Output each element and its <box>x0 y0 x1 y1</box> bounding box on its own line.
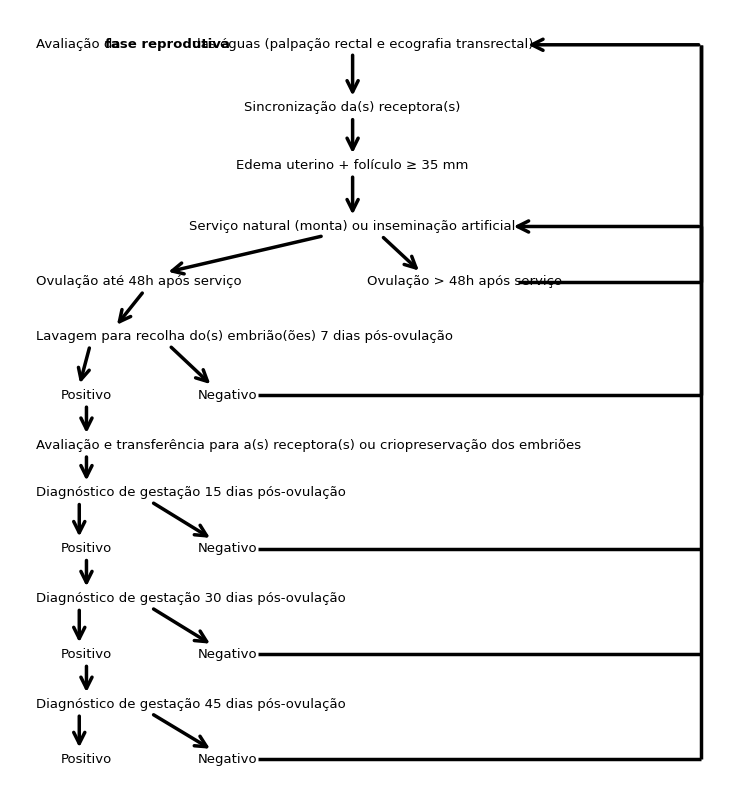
Text: Edema uterino + folículo ≥ 35 mm: Edema uterino + folículo ≥ 35 mm <box>236 159 469 172</box>
Text: fase reprodutiva: fase reprodutiva <box>105 38 230 51</box>
Text: Serviço natural (monta) ou inseminação artificial: Serviço natural (monta) ou inseminação a… <box>189 220 516 233</box>
Text: Avaliação da: Avaliação da <box>36 38 125 51</box>
Text: Positivo: Positivo <box>61 542 112 555</box>
Text: Ovulação > 48h após serviço: Ovulação > 48h após serviço <box>367 275 562 288</box>
Text: Negativo: Negativo <box>198 648 258 661</box>
Text: Positivo: Positivo <box>61 389 112 401</box>
Text: Positivo: Positivo <box>61 753 112 766</box>
Text: Positivo: Positivo <box>61 648 112 661</box>
Text: Diagnóstico de gestação 30 dias pós-ovulação: Diagnóstico de gestação 30 dias pós-ovul… <box>36 592 346 605</box>
Text: Avaliação e transferência para a(s) receptora(s) ou criopreservação dos embriões: Avaliação e transferência para a(s) rece… <box>36 439 581 452</box>
Text: Negativo: Negativo <box>198 753 258 766</box>
Text: das éguas (palpação rectal e ecografia transrectal): das éguas (palpação rectal e ecografia t… <box>188 38 534 51</box>
Text: Negativo: Negativo <box>198 389 258 401</box>
Text: Ovulação até 48h após serviço: Ovulação até 48h após serviço <box>36 275 241 288</box>
Text: Diagnóstico de gestação 15 dias pós-ovulação: Diagnóstico de gestação 15 dias pós-ovul… <box>36 486 346 499</box>
Text: Negativo: Negativo <box>198 542 258 555</box>
Text: Diagnóstico de gestação 45 dias pós-ovulação: Diagnóstico de gestação 45 dias pós-ovul… <box>36 697 346 711</box>
Text: Sincronização da(s) receptora(s): Sincronização da(s) receptora(s) <box>244 101 461 114</box>
Text: Lavagem para recolha do(s) embrião(ões) 7 dias pós-ovulação: Lavagem para recolha do(s) embrião(ões) … <box>36 330 453 342</box>
